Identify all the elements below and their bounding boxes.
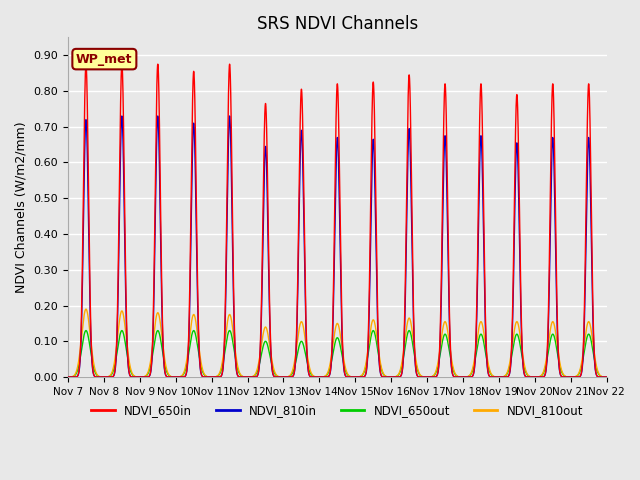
- Text: WP_met: WP_met: [76, 53, 132, 66]
- Title: SRS NDVI Channels: SRS NDVI Channels: [257, 15, 418, 33]
- Y-axis label: NDVI Channels (W/m2/mm): NDVI Channels (W/m2/mm): [15, 121, 28, 293]
- Legend: NDVI_650in, NDVI_810in, NDVI_650out, NDVI_810out: NDVI_650in, NDVI_810in, NDVI_650out, NDV…: [86, 400, 588, 422]
